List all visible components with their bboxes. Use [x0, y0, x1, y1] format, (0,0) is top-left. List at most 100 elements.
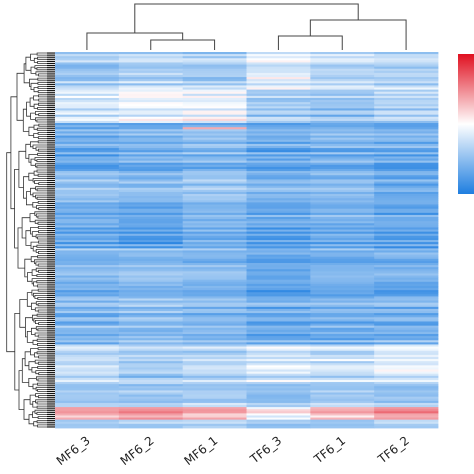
heatmap-cell	[246, 227, 311, 230]
heatmap-cell	[118, 315, 184, 318]
heatmap-cell	[374, 411, 439, 414]
heatmap-cell	[182, 118, 247, 122]
heatmap-cell	[55, 183, 120, 187]
row-dendrogram-link	[37, 61, 47, 64]
row-dendrogram-link	[26, 191, 33, 206]
heatmap-cell	[246, 223, 311, 226]
heatmap-cell	[374, 392, 439, 395]
heatmap-cell	[374, 269, 439, 272]
row-dendrogram-link	[35, 320, 47, 324]
heatmap-cell	[55, 191, 120, 195]
heatmap-cell	[182, 185, 247, 189]
heatmap-cell	[118, 304, 184, 308]
row-dendrogram-link	[37, 389, 47, 392]
heatmap-cell	[182, 304, 247, 308]
heatmap-cell	[55, 273, 120, 276]
row-dendrogram-link	[37, 152, 47, 156]
heatmap-cell	[310, 97, 375, 101]
heatmap-cell	[118, 392, 184, 395]
row-dendrogram-link	[25, 143, 31, 159]
heatmap-cell	[246, 212, 311, 216]
heatmap-cell	[182, 248, 247, 251]
heatmap-cell	[374, 248, 439, 251]
heatmap-cell	[310, 54, 375, 57]
heatmap-cell	[118, 317, 184, 320]
heatmap-cell	[182, 361, 247, 364]
heatmap-cell	[118, 256, 184, 260]
heatmap-cell	[182, 210, 247, 214]
heatmap-cell	[310, 363, 375, 366]
heatmap-cell	[182, 56, 247, 59]
heatmap-cell	[246, 290, 311, 293]
row-dendrogram-link	[37, 416, 47, 419]
heatmap-cell	[55, 156, 120, 159]
row-dendrogram-link	[10, 96, 17, 210]
heatmap-cell	[246, 154, 311, 157]
heatmap-cell	[182, 127, 247, 130]
heatmap-cell	[246, 377, 311, 381]
heatmap-cell	[182, 164, 247, 168]
heatmap-cell	[310, 120, 375, 124]
heatmap-cell	[246, 386, 311, 389]
heatmap-cell	[55, 361, 120, 364]
heatmap-cell	[374, 129, 439, 132]
row-dendrogram-link	[31, 327, 37, 335]
heatmap-cell	[118, 85, 184, 88]
row-dendrogram-link	[37, 226, 47, 229]
heatmap-cell	[310, 183, 375, 187]
column-label: MF6_1	[181, 433, 220, 468]
heatmap-cell	[374, 283, 439, 287]
row-dendrogram-link	[35, 261, 47, 266]
heatmap-cell	[374, 158, 439, 162]
heatmap-cell	[374, 187, 439, 191]
heatmap-cell	[118, 125, 184, 128]
heatmap-cell	[310, 89, 375, 93]
heatmap-cell	[55, 334, 120, 337]
heatmap-cell	[118, 204, 184, 207]
heatmap-cell	[246, 179, 311, 182]
heatmap-cell	[182, 64, 247, 68]
heatmap-cell	[310, 365, 375, 368]
dendrogram-link	[277, 35, 343, 50]
heatmap-cell	[182, 227, 247, 230]
heatmap-cell	[310, 292, 375, 295]
heatmap-cell	[55, 375, 120, 379]
heatmap-cell	[374, 277, 439, 281]
heatmap-cell	[118, 158, 184, 162]
heatmap-cell	[118, 123, 184, 126]
heatmap-cell	[118, 252, 184, 256]
heatmap-cell	[374, 365, 439, 368]
heatmap-cell	[55, 336, 120, 339]
heatmap-cell	[55, 173, 120, 176]
heatmap-cell	[55, 402, 120, 406]
heatmap-cell	[182, 158, 247, 162]
heatmap-cell	[246, 367, 311, 370]
heatmap-cell	[374, 125, 439, 128]
heatmap-cell	[246, 390, 311, 393]
heatmap-cell	[246, 273, 311, 276]
heatmap-cell	[310, 85, 375, 88]
heatmap-cell	[118, 273, 184, 276]
heatmap-cell	[118, 79, 184, 82]
heatmap-cell	[55, 323, 120, 327]
row-dendrogram-link	[37, 140, 47, 144]
heatmap-cell	[310, 146, 375, 149]
row-dendrogram-link	[36, 159, 47, 163]
heatmap-cell	[310, 275, 375, 278]
heatmap-cell	[118, 189, 184, 193]
heatmap-cell	[182, 334, 247, 337]
heatmap-cell	[310, 56, 375, 59]
heatmap-cell	[55, 313, 120, 316]
heatmap-cell	[118, 168, 184, 172]
heatmap-cell	[374, 350, 439, 354]
heatmap-cell	[310, 323, 375, 327]
heatmap-cell	[118, 254, 184, 258]
heatmap-cell	[118, 89, 184, 93]
heatmap-cell	[374, 148, 439, 151]
heatmap-cell	[55, 135, 120, 139]
heatmap-cell	[246, 95, 311, 99]
heatmap-cell	[374, 214, 439, 218]
heatmap-cell	[246, 340, 311, 343]
heatmap-cell	[55, 390, 120, 393]
heatmap-cell	[182, 100, 247, 103]
